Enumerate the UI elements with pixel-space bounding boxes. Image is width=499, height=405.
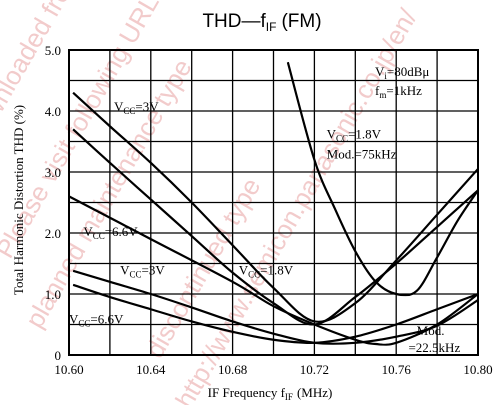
y-tick-label: 2.0 <box>45 226 61 241</box>
chart-title-dash: — <box>242 11 261 32</box>
annotation-vcc-sub: CC <box>93 231 105 241</box>
annotation-vcc3v-upper: VCC=3V <box>114 99 159 116</box>
conditions-legend: Vi=80dBμ fm=1kHz <box>375 64 429 100</box>
vi-condition: Vi=80dBμ <box>375 64 429 81</box>
annotation-vcc: V <box>327 126 337 141</box>
annotation-vcc66v-lower: VCC=6.6V <box>69 311 124 328</box>
x-tick-label: 10.64 <box>136 362 166 377</box>
x-tick-labels: 10.60 10.64 10.68 10.72 10.76 10.80 <box>54 362 492 377</box>
annotation-vcc-sub: CC <box>123 106 135 116</box>
annotation-vcc: V <box>114 99 124 114</box>
x-tick-label: 10.76 <box>382 362 412 377</box>
annotation-vcc: V <box>120 262 130 277</box>
fm-sub: m <box>379 90 386 100</box>
chart-title-f: f <box>261 11 267 32</box>
annotation-vcc-sub: CC <box>336 133 348 143</box>
annotation-vcc-value: =6.6V <box>105 224 139 239</box>
fm-condition: fm=1kHz <box>375 83 422 100</box>
x-axis-label-unit: (MHz) <box>297 385 332 400</box>
series-line-4 <box>73 271 478 344</box>
annotation-vcc-value: =3V <box>135 99 159 114</box>
annotation-vcc-sub: CC <box>248 269 260 279</box>
series-line-1 <box>73 93 478 322</box>
y-tick-label: 0 <box>55 348 62 363</box>
annotation-vcc18v-upper: VCC=1.8V <box>327 126 382 143</box>
vi-sub: i <box>384 71 387 81</box>
chart-title: THD—fIF (FM) <box>202 11 321 34</box>
annotation-vcc-value: =1.8V <box>348 126 382 141</box>
x-tick-label: 10.60 <box>54 362 83 377</box>
series-line-2 <box>73 129 478 324</box>
series-line-5 <box>73 285 478 343</box>
annotation-vcc: V <box>83 224 93 239</box>
annotation-mod-lower-1: Mod. <box>417 323 445 338</box>
series-line-3 <box>288 62 478 295</box>
annotation-vcc-sub: CC <box>130 269 142 279</box>
annotation-vcc-value: =3V <box>142 262 166 277</box>
y-tick-label: 3.0 <box>45 165 61 180</box>
annotation-vcc-value: =1.8V <box>260 262 294 277</box>
vi-rhs: =80dBμ <box>387 64 430 79</box>
y-tick-labels: 0 1.0 2.0 3.0 4.0 5.0 <box>45 43 61 363</box>
y-axis-label: Total Harmonic Distortion THD (%) <box>11 105 26 295</box>
annotation-vcc-sub: CC <box>78 318 90 328</box>
x-tick-label: 10.80 <box>463 362 492 377</box>
x-tick-label: 10.72 <box>300 362 329 377</box>
annotation-mod-upper: Mod.=75kHz <box>327 147 397 162</box>
annotation-vcc18v-lower: VCC=1.8V <box>239 262 294 279</box>
chart-title-main: THD <box>202 11 241 32</box>
chart-title-sub: IF <box>266 20 277 34</box>
series-line-6 <box>69 196 478 344</box>
chart-title-suffix: (FM) <box>281 11 321 32</box>
x-tick-label: 10.68 <box>218 362 247 377</box>
annotation-vcc3v-lower: VCC=3V <box>120 262 165 279</box>
annotation-vcc66v-upper: VCC=6.6V <box>83 224 138 241</box>
fm-lhs: f <box>375 83 380 98</box>
annotation-vcc: V <box>239 262 249 277</box>
plot-frame <box>68 49 479 356</box>
fm-rhs: =1kHz <box>386 83 422 98</box>
annotation-vcc-value: =6.6V <box>90 311 124 326</box>
y-tick-label: 1.0 <box>45 287 61 302</box>
annotation-vcc: V <box>69 311 79 326</box>
series-group <box>69 62 478 345</box>
y-tick-label: 4.0 <box>45 104 61 119</box>
x-axis-label: IF Frequency fIF (MHz) <box>208 385 333 402</box>
vi-lhs: V <box>375 64 385 79</box>
x-axis-label-sub: IF <box>285 392 293 402</box>
x-axis-label-main: IF Frequency f <box>208 385 286 400</box>
y-tick-label: 5.0 <box>45 43 61 58</box>
annotation-mod-lower-2: =22.5kHz <box>408 340 460 355</box>
